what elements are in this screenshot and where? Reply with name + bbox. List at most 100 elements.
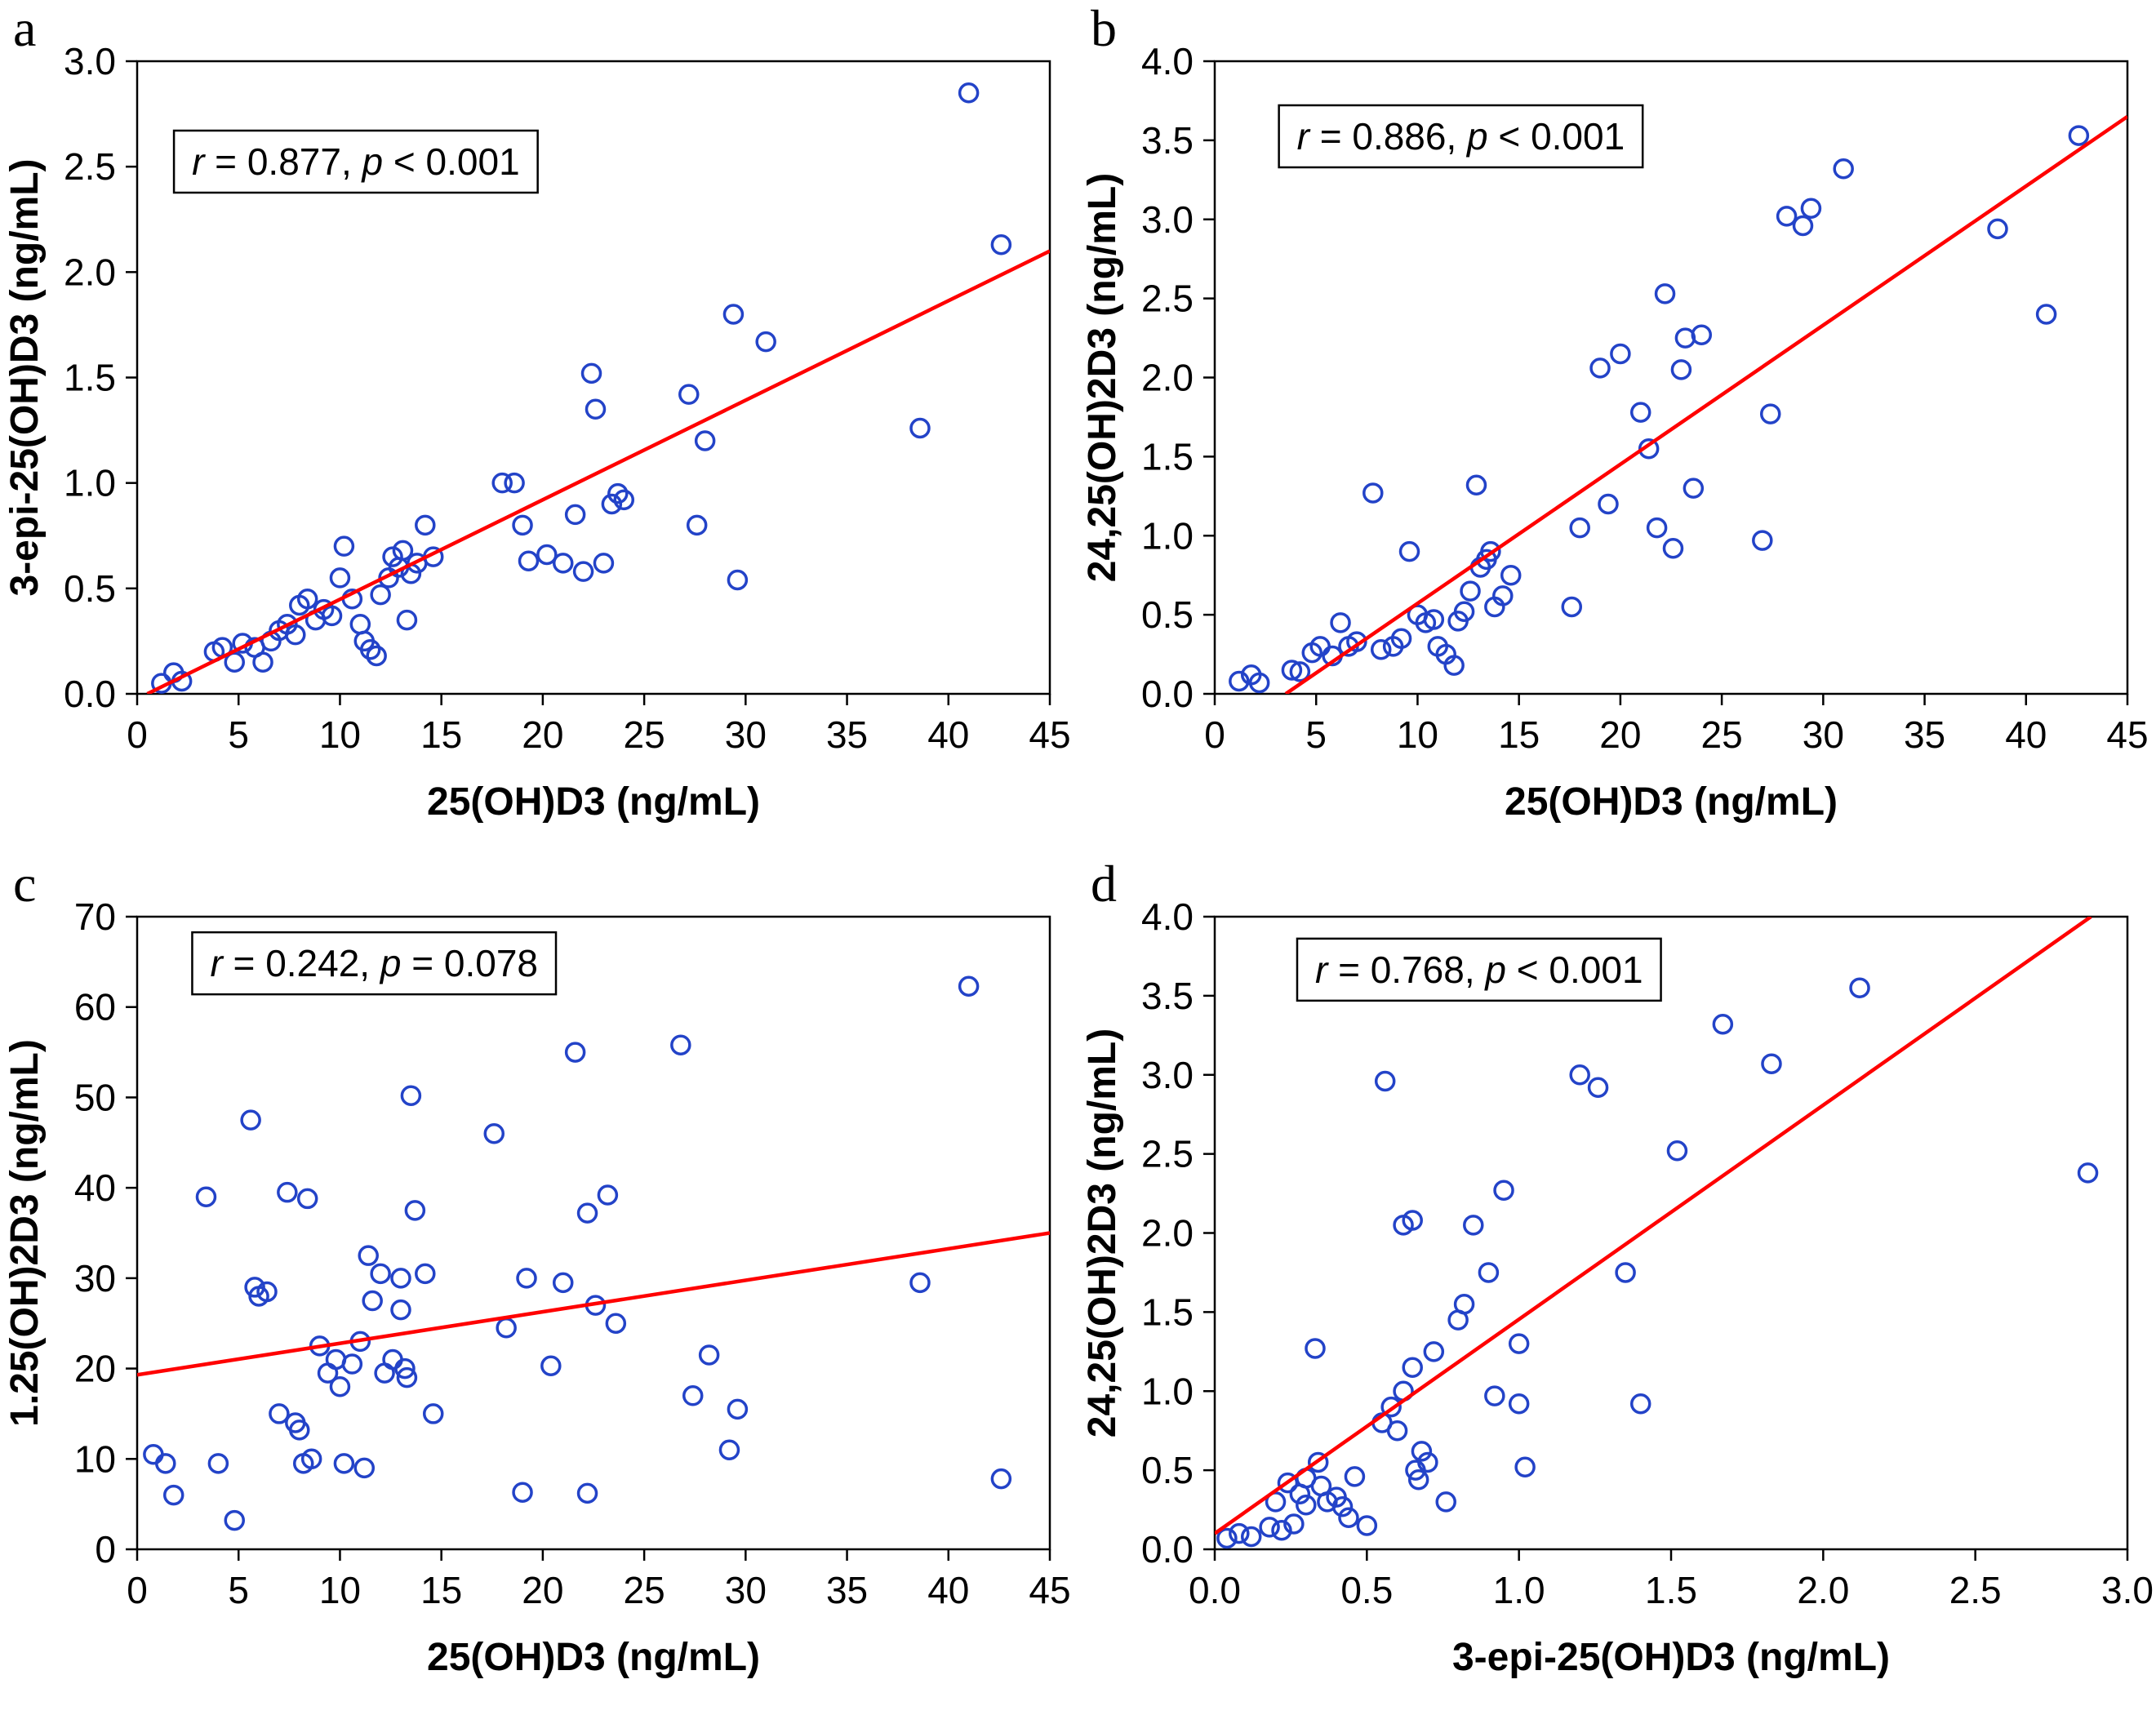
x-axis-label: 3-epi-25(OH)D3 (ng/mL)	[1452, 1636, 1890, 1679]
data-point	[1281, 660, 1303, 681]
x-tick-label: 1.0	[1493, 1569, 1545, 1611]
data-point	[1508, 1333, 1530, 1354]
data-point	[422, 1403, 444, 1424]
data-point	[722, 304, 745, 325]
data-point	[400, 1085, 422, 1106]
data-point	[580, 362, 602, 384]
x-tick-label: 20	[1599, 713, 1641, 756]
data-point	[329, 567, 351, 589]
data-point	[564, 504, 586, 526]
data-point	[698, 1344, 720, 1366]
data-point	[1598, 493, 1619, 515]
annotation-text: r = 0.886, p < 0.001	[1297, 115, 1625, 158]
data-point	[990, 234, 1012, 255]
data-point	[1629, 402, 1651, 423]
data-point	[1277, 1472, 1299, 1494]
data-point	[333, 535, 355, 557]
data-point	[1670, 359, 1692, 380]
data-point	[496, 1317, 517, 1339]
data-point	[1411, 1441, 1433, 1462]
data-point	[1638, 438, 1660, 460]
y-tick-label: 40	[74, 1166, 116, 1209]
y-tick-label: 1.0	[1141, 1370, 1194, 1412]
data-point	[300, 1448, 322, 1470]
data-point	[1374, 1070, 1396, 1092]
x-tick-label: 5	[228, 1569, 249, 1611]
panel-d: d 0.0 0.5 1.0 1.5 2.0 2.5 3.0 0.0 0.5 1.0 1.5 2.0 2.…	[1078, 855, 2156, 1712]
data-point	[404, 1200, 426, 1221]
data-point	[576, 1482, 598, 1504]
data-point	[358, 1245, 379, 1266]
data-point	[155, 1453, 176, 1474]
data-point	[277, 1181, 298, 1203]
data-point	[321, 605, 343, 627]
x-axis-label: 25(OH)D3 (ng/mL)	[427, 1636, 760, 1679]
x-tick-label: 3.0	[2101, 1569, 2154, 1611]
data-point	[1463, 1215, 1484, 1236]
data-point	[1691, 324, 1713, 345]
data-point	[341, 1353, 363, 1375]
data-point	[1589, 358, 1611, 379]
data-point	[1240, 1526, 1262, 1548]
y-tick-label: 3.0	[1141, 1054, 1194, 1096]
y-tick-label: 2.5	[64, 145, 116, 188]
y-tick-label: 0.0	[1141, 673, 1194, 715]
data-point	[370, 584, 391, 606]
data-point	[727, 1398, 749, 1420]
data-point	[1662, 538, 1684, 559]
y-tick-label: 70	[74, 895, 116, 938]
data-point	[1492, 585, 1514, 606]
data-point	[1465, 474, 1487, 495]
x-tick-label: 45	[1029, 713, 1070, 756]
data-point	[349, 614, 371, 635]
annotation: r = 0.768, p < 0.001	[1296, 937, 1662, 1002]
y-tick-label: 4.0	[1141, 895, 1194, 938]
x-tick-label: 0.5	[1340, 1569, 1393, 1611]
data-point	[597, 1184, 619, 1206]
data-point	[552, 553, 574, 574]
data-point	[718, 1439, 740, 1460]
x-tick-label: 0.0	[1189, 1569, 1241, 1611]
data-point	[382, 546, 403, 567]
x-tick-label: 40	[927, 713, 969, 756]
x-tick-label: 35	[1904, 713, 1945, 756]
data-point	[1344, 1466, 1366, 1487]
data-point	[1654, 283, 1676, 304]
y-axis-label: 24,25(OH)2D3 (ng/mL)	[1081, 173, 1124, 582]
y-axis-label: 24,25(OH)2D3 (ng/mL)	[1081, 1029, 1124, 1437]
x-tick-label: 35	[826, 1569, 868, 1611]
panel-d-chart: 0.0 0.5 1.0 1.5 2.0 2.5 3.0 0.0 0.5 1.0 1.5 2.0 2.5 3…	[1081, 895, 2154, 1679]
data-point	[162, 1484, 184, 1506]
data-point	[518, 550, 540, 571]
data-point	[296, 589, 318, 610]
data-point	[224, 1509, 246, 1531]
data-point	[1229, 670, 1250, 692]
x-tick-label: 45	[2106, 713, 2148, 756]
data-point	[682, 1385, 704, 1406]
data-point	[1356, 1515, 1378, 1536]
data-point	[285, 624, 306, 646]
data-point	[1289, 661, 1311, 682]
data-point	[1407, 1469, 1429, 1491]
y-tick-label: 2.0	[1141, 357, 1194, 399]
y-tick-label: 60	[74, 986, 116, 1029]
data-point	[1386, 1420, 1408, 1442]
y-axis-label: 3-epi-25(OH)D3 (ng/mL)	[3, 158, 47, 596]
data-point	[1423, 1341, 1445, 1362]
x-tick-label: 30	[725, 1569, 767, 1611]
data-point	[2035, 304, 2057, 325]
data-point	[1833, 158, 1854, 180]
x-tick-label: 40	[2005, 713, 2047, 756]
x-tick-label: 10	[319, 1569, 361, 1611]
data-point	[1283, 1513, 1305, 1535]
data-point	[1759, 403, 1781, 424]
panel-c: c 0 5 10 15 20 25 30 35 40 45 0 10 20 30 40 50 60 70 25(OH…	[0, 855, 1078, 1712]
data-point	[2068, 125, 2090, 146]
x-tick-label: 45	[1029, 1569, 1070, 1611]
data-point	[1435, 1491, 1456, 1513]
data-point	[1305, 1338, 1326, 1359]
data-point	[536, 544, 558, 566]
y-tick-label: 1.0	[64, 462, 116, 504]
y-tick-label: 2.5	[1141, 278, 1194, 320]
annotation-box	[191, 931, 558, 996]
